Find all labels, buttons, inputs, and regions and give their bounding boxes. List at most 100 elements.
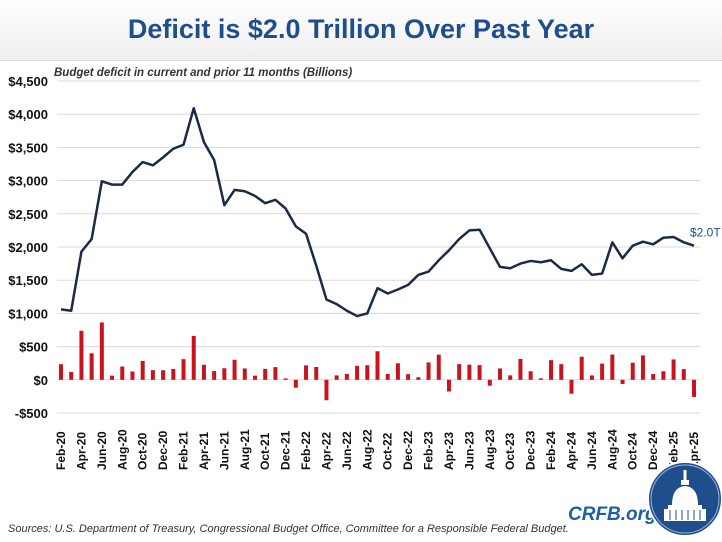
x-tick-label: Dec-22 xyxy=(401,430,415,470)
monthly-deficit-bar xyxy=(589,375,594,380)
x-tick-label: Oct-20 xyxy=(136,432,150,470)
x-tick-label: Jun-23 xyxy=(462,431,476,470)
x-tick-label: Oct-21 xyxy=(258,432,272,470)
x-tick-label: Oct-23 xyxy=(503,432,517,470)
y-tick-label: $1,000 xyxy=(8,306,48,321)
x-tick-label: Feb-24 xyxy=(544,431,558,470)
x-tick-label: Oct-22 xyxy=(381,432,395,470)
capitol-dome-seal-icon xyxy=(647,461,722,537)
monthly-deficit-bar xyxy=(671,359,676,380)
y-tick-label: $2,500 xyxy=(8,207,48,222)
monthly-deficit-bar xyxy=(569,379,574,394)
x-tick-label: Feb-22 xyxy=(299,431,313,470)
monthly-deficit-bar xyxy=(498,368,503,380)
chart-subtitle: Budget deficit in current and prior 11 m… xyxy=(54,67,352,79)
monthly-deficit-bar xyxy=(436,354,441,380)
monthly-deficit-bar xyxy=(344,373,349,380)
y-tick-label: -$500 xyxy=(15,406,48,421)
monthly-deficit-bar xyxy=(283,378,288,380)
monthly-deficit-bar xyxy=(232,359,237,380)
monthly-deficit-bar xyxy=(487,379,492,386)
title-bar xyxy=(0,0,722,61)
x-tick-label: Jun-20 xyxy=(95,431,109,470)
monthly-deficit-bar xyxy=(620,379,625,385)
y-tick-label: $4,000 xyxy=(8,107,48,122)
x-tick-label: Feb-21 xyxy=(177,431,191,470)
monthly-deficit-bar xyxy=(150,370,155,380)
x-tick-label: Aug-21 xyxy=(238,429,252,470)
monthly-deficit-bar xyxy=(457,364,462,380)
monthly-deficit-bar xyxy=(293,379,298,388)
monthly-deficit-bar xyxy=(630,362,635,380)
monthly-deficit-bar xyxy=(528,371,533,380)
monthly-deficit-bar xyxy=(406,374,411,380)
chart-title: Deficit is $2.0 Trillion Over Past Year xyxy=(127,14,595,44)
x-tick-label: Aug-20 xyxy=(115,429,129,470)
x-tick-label: Feb-20 xyxy=(54,431,68,470)
monthly-deficit-bar xyxy=(273,367,278,380)
x-tick-label: Aug-23 xyxy=(483,429,497,470)
monthly-deficit-bar xyxy=(375,351,380,380)
monthly-deficit-bar xyxy=(661,371,666,380)
monthly-deficit-bar xyxy=(89,353,94,380)
source-note: Sources: U.S. Department of Treasury, Co… xyxy=(8,523,569,535)
monthly-deficit-bar xyxy=(59,364,63,380)
x-tick-label: Jun-24 xyxy=(585,431,599,470)
monthly-deficit-bar xyxy=(201,364,206,380)
monthly-deficit-bar xyxy=(110,375,115,380)
x-tick-label: Jun-21 xyxy=(217,431,231,470)
y-tick-label: $4,500 xyxy=(8,74,48,89)
monthly-deficit-bar xyxy=(518,358,523,380)
monthly-deficit-bar xyxy=(304,365,309,380)
y-tick-label: $0 xyxy=(34,373,48,388)
monthly-deficit-bar xyxy=(222,368,227,380)
x-tick-label: Jun-22 xyxy=(340,431,354,470)
monthly-deficit-bar xyxy=(365,365,370,380)
x-tick-label: Dec-21 xyxy=(279,430,293,470)
monthly-deficit-bar xyxy=(681,369,686,380)
x-tick-label: Dec-23 xyxy=(524,430,538,470)
monthly-deficit-bar xyxy=(120,366,125,380)
monthly-deficit-bar xyxy=(242,368,247,380)
x-tick-label: Apr-25 xyxy=(687,432,701,470)
monthly-deficit-bar xyxy=(140,360,145,380)
monthly-deficit-bar xyxy=(508,375,513,380)
x-tick-label: Apr-24 xyxy=(564,432,578,470)
monthly-deficit-bar xyxy=(600,363,605,380)
monthly-deficit-bar xyxy=(171,368,176,380)
monthly-deficit-bar xyxy=(549,360,554,380)
monthly-deficit-bar xyxy=(446,379,451,392)
y-tick-label: $500 xyxy=(19,340,48,355)
monthly-deficit-bar xyxy=(559,364,564,380)
y-tick-label: $2,000 xyxy=(8,240,48,255)
monthly-deficit-bar xyxy=(416,377,421,380)
monthly-deficit-bar xyxy=(181,359,186,380)
y-tick-label: $3,500 xyxy=(8,140,48,155)
monthly-deficit-bar xyxy=(385,373,390,380)
x-tick-label: Apr-21 xyxy=(197,432,211,470)
x-tick-label: Dec-20 xyxy=(156,430,170,470)
monthly-deficit-bar xyxy=(355,365,360,380)
brand-link[interactable]: CRFB.org xyxy=(568,504,657,525)
monthly-deficit-bar xyxy=(79,330,84,380)
x-tick-label: Apr-23 xyxy=(442,432,456,470)
monthly-deficit-bar xyxy=(324,379,329,401)
y-tick-label: $1,500 xyxy=(8,273,48,288)
monthly-deficit-bar xyxy=(334,375,339,380)
monthly-deficit-bar xyxy=(191,335,196,380)
monthly-deficit-bar xyxy=(640,355,645,380)
monthly-deficit-bar xyxy=(263,368,268,380)
monthly-deficit-bar xyxy=(692,379,696,397)
end-value-annotation: $2.0T xyxy=(690,226,721,240)
monthly-deficit-bar xyxy=(252,375,257,380)
x-tick-label: Aug-22 xyxy=(360,429,374,470)
monthly-deficit-bar xyxy=(161,370,166,380)
monthly-deficit-bar xyxy=(467,364,472,380)
monthly-deficit-bar xyxy=(69,371,74,380)
rolling-deficit-line xyxy=(60,106,695,318)
x-tick-label: Dec-24 xyxy=(646,430,660,470)
monthly-deficit-bar xyxy=(426,362,431,380)
monthly-deficit-bar xyxy=(212,371,217,380)
monthly-deficit-bar xyxy=(99,322,104,380)
